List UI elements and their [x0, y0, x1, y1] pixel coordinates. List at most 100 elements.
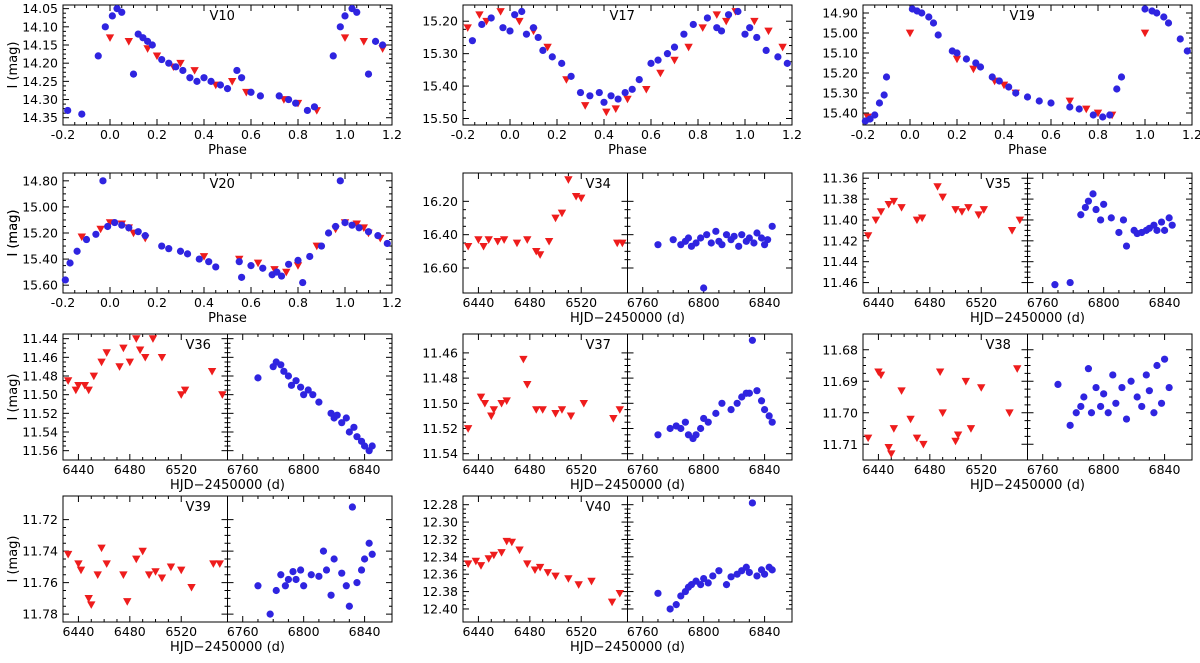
blue-circle-point: [704, 418, 712, 426]
red-triangle-point: [523, 236, 532, 244]
red-triangle-point: [123, 598, 132, 606]
panel-v38: 6440 6480 6520 6760 6800 6840 11.68 11.69 11.70 1…: [822, 333, 1193, 493]
blue-circle-point: [715, 567, 723, 575]
x-tick-label: 0.8: [688, 127, 708, 142]
red-triangle-point: [190, 67, 199, 75]
red-triangle-point: [670, 56, 679, 65]
red-triangle-point: [499, 236, 509, 244]
blue-circle-point: [238, 74, 246, 82]
y-tick-label: 15.20: [22, 226, 58, 241]
blue-circle-point: [774, 53, 782, 61]
blue-circle-point: [487, 14, 495, 22]
x-tick-label: 6480: [514, 462, 546, 477]
x-tick-label: 1.2: [382, 295, 402, 310]
blue-circle-point: [284, 575, 293, 584]
star-label-v38: V38: [986, 338, 1011, 353]
blue-circle-point: [760, 406, 769, 414]
blue-circle-point: [880, 91, 888, 99]
blue-circle-point: [61, 276, 69, 284]
blue-circle-point: [315, 572, 323, 580]
red-triangle-point: [609, 415, 618, 423]
red-triangle-point: [551, 572, 560, 581]
blue-circle-point: [1165, 383, 1173, 392]
blue-circle-point: [277, 361, 285, 369]
star-label-v34: V34: [586, 177, 611, 192]
red-triangle-point: [463, 425, 473, 433]
blue-circle-point: [953, 49, 961, 57]
star-label-v10: V10: [210, 9, 235, 24]
red-triangle-point: [999, 81, 1009, 90]
blue-circle-point: [628, 85, 636, 93]
blue-circle-point: [925, 13, 933, 21]
red-triangle-point: [919, 440, 928, 449]
y-tick-label: 14.20: [22, 56, 58, 71]
blue-circle-point: [499, 24, 507, 32]
blue-circle-point: [1153, 361, 1161, 370]
blue-circle-point: [621, 88, 629, 97]
y-tick-label: 12.36: [422, 567, 458, 582]
red-triangle-point: [89, 372, 99, 381]
y-tick-label: 15.50: [422, 111, 458, 126]
blue-circle-point: [330, 555, 338, 563]
red-triangle-point: [871, 216, 881, 225]
blue-circle-point: [78, 110, 86, 118]
x-tick-label: -0.2: [51, 295, 75, 310]
blue-circle-point: [762, 46, 770, 55]
blue-circle-point: [647, 59, 655, 67]
blue-circle-point: [294, 256, 302, 264]
x-tick-label: 6520: [565, 295, 597, 310]
red-triangle-point: [157, 574, 167, 583]
x-tick-label: 0.4: [194, 295, 214, 310]
blue-circle-point: [757, 234, 766, 242]
star-label-v17: V17: [610, 9, 635, 24]
blue-circle-point: [654, 589, 662, 597]
x-tick-label: 6760: [1027, 462, 1059, 477]
red-triangle-point: [551, 410, 560, 418]
red-triangle-point: [523, 381, 532, 389]
red-triangle-point: [502, 397, 511, 405]
panel-v35: 6440 6480 6520 6760 6800 6840 11.36 11.38 11.40 1…: [822, 171, 1193, 326]
blue-circle-point: [1077, 211, 1085, 219]
x-tick-label: 1.0: [1135, 127, 1155, 142]
x-axis-label: HJD−2450000 (d): [970, 311, 1085, 326]
y-tick-label: 14.35: [22, 110, 58, 125]
x-tick-label: 0.0: [100, 127, 120, 142]
red-triangle-point: [282, 268, 291, 277]
red-triangle-point: [523, 560, 532, 568]
x-axis-label: Phase: [1008, 143, 1047, 158]
y-tick-label: 11.74: [22, 544, 58, 559]
blue-circle-point: [1092, 205, 1100, 214]
blue-circle-point: [292, 575, 300, 584]
blue-circle-point: [700, 284, 708, 292]
red-triangle-point: [76, 566, 86, 575]
blue-circle-point: [329, 52, 337, 60]
red-triangle-point: [615, 406, 624, 414]
blue-circle-point: [304, 386, 312, 394]
blue-circle-point: [1005, 83, 1013, 91]
red-triangle-point: [566, 412, 576, 421]
blue-circle-point: [700, 574, 708, 583]
x-tick-label: 0.2: [147, 127, 167, 142]
blue-circle-point: [289, 568, 297, 576]
y-tick-label: 14.25: [22, 74, 58, 89]
blue-circle-point: [607, 92, 615, 100]
red-triangle-point: [887, 450, 896, 458]
x-tick-label: 0.4: [194, 127, 214, 142]
blue-circle-point: [348, 221, 356, 229]
red-triangle-point: [935, 368, 945, 376]
red-triangle-point: [961, 377, 971, 386]
blue-circle-point: [478, 20, 486, 29]
blue-circle-point: [654, 241, 662, 249]
blue-circle-point: [1133, 393, 1141, 401]
blue-circle-point: [338, 419, 346, 427]
x-tick-label: 6480: [114, 462, 146, 477]
y-tick-label: 11.52: [422, 421, 458, 436]
panel-v19: -0.2 0.0 0.2 0.4 0.6 0.8 1.0 1.2 14.90 15.00 15.10…: [822, 4, 1200, 158]
blue-circle-point: [654, 56, 662, 64]
plot-frame-v38-right: [1027, 333, 1193, 461]
y-axis-label: I (mag): [6, 42, 21, 89]
red-triangle-point: [352, 220, 361, 229]
x-tick-label: 6440: [63, 462, 95, 477]
red-triangle-point: [977, 384, 986, 392]
blue-circle-point: [742, 563, 750, 571]
